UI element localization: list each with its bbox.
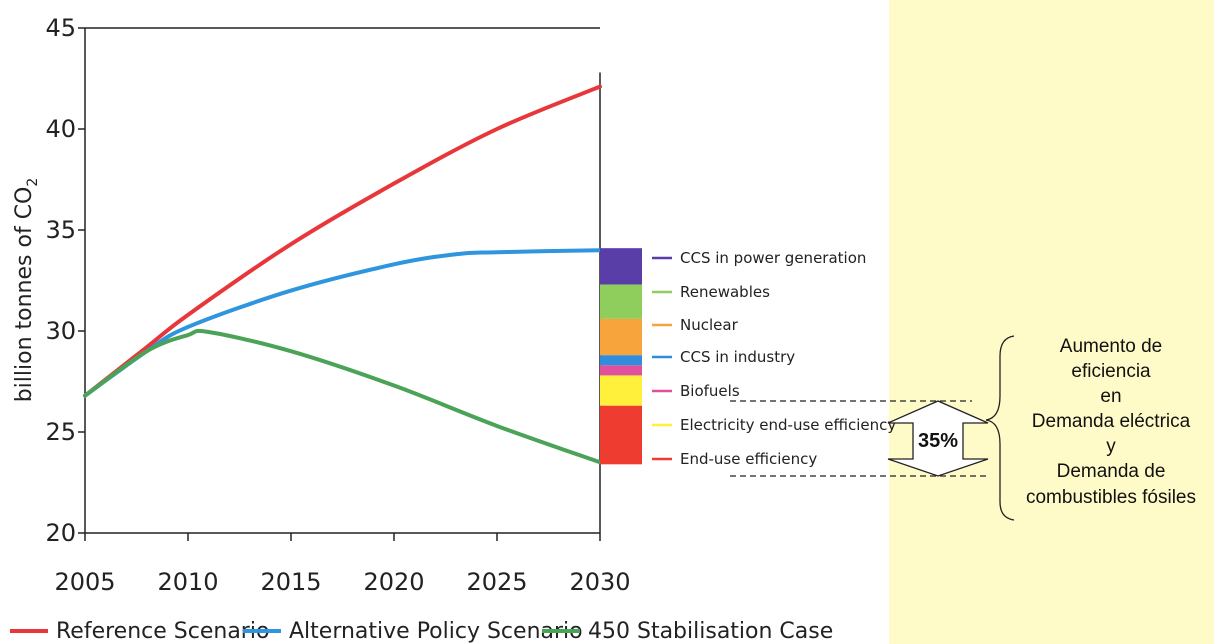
wedge-2 [600,318,642,356]
legend-layer: Reference Scenario Alternative Policy Sce… [10,619,833,644]
wedge-3 [600,355,642,366]
x-tick-label-2030: 2030 [569,568,630,596]
wedge-legend-label-3: CCS in industry [680,348,795,366]
y-tick-label-20: 20 [45,519,76,547]
curly-brace [985,335,1015,521]
legend-label-1: Alternative Policy Scenario [289,619,583,644]
wedge-legend-label-2: Nuclear [680,316,739,334]
y-tick-label-45: 45 [45,14,76,42]
series-line-0 [83,84,602,398]
x-tick-label-2005: 2005 [54,568,115,596]
y-tick-label-40: 40 [45,115,76,143]
legend-label-2: 450 Stabilisation Case [588,619,833,644]
x-tick-label-2015: 2015 [260,568,321,596]
annotation-line-4: y [1106,436,1116,457]
wedge-legend-label-4: Biofuels [680,382,740,400]
x-tick-label-2025: 2025 [466,568,527,596]
series-line-1 [83,248,602,398]
wedge-layer: CCS in power generation Renewables Nuclear… [600,248,896,468]
wedge-legend-label-1: Renewables [680,283,770,301]
annotation-line-0: Aumento de [1060,336,1162,357]
wedge-legend-label-6: End-use efficiency [680,450,817,468]
legend-label-0: Reference Scenario [56,619,269,644]
annotation-line-6: combustibles fósiles [1026,487,1196,508]
percent-label: 35% [918,430,958,452]
x-tick-label-2020: 2020 [363,568,424,596]
series-layer [83,84,602,465]
annotation-line-3: Demanda eléctrica [1032,411,1191,432]
wedge-5 [600,375,642,406]
y-axis-label: billion tonnes of CO2 [12,178,41,403]
y-tick-label-35: 35 [45,216,76,244]
series-line-2 [83,328,602,465]
wedge-6 [600,405,642,465]
double-arrow [887,400,989,477]
wedge-0 [600,248,642,285]
annotation-background [889,0,1214,644]
annotation-line-5: Demanda de [1057,461,1166,482]
y-tick-label-30: 30 [45,317,76,345]
annotation-line-2: en [1100,386,1121,407]
x-tick-label-2010: 2010 [157,568,218,596]
wedge-legend-label-5: Electricity end-use efficiency [680,416,896,434]
y-tick-label-25: 25 [45,418,76,446]
wedge-legend-label-0: CCS in power generation [680,249,866,267]
wedge-4 [600,365,642,376]
annotation-line-1: eficiencia [1071,361,1151,382]
annotation-layer: 35% Aumento de eficiencia en Demanda eléctri… [730,335,1196,521]
wedge-1 [600,284,642,319]
